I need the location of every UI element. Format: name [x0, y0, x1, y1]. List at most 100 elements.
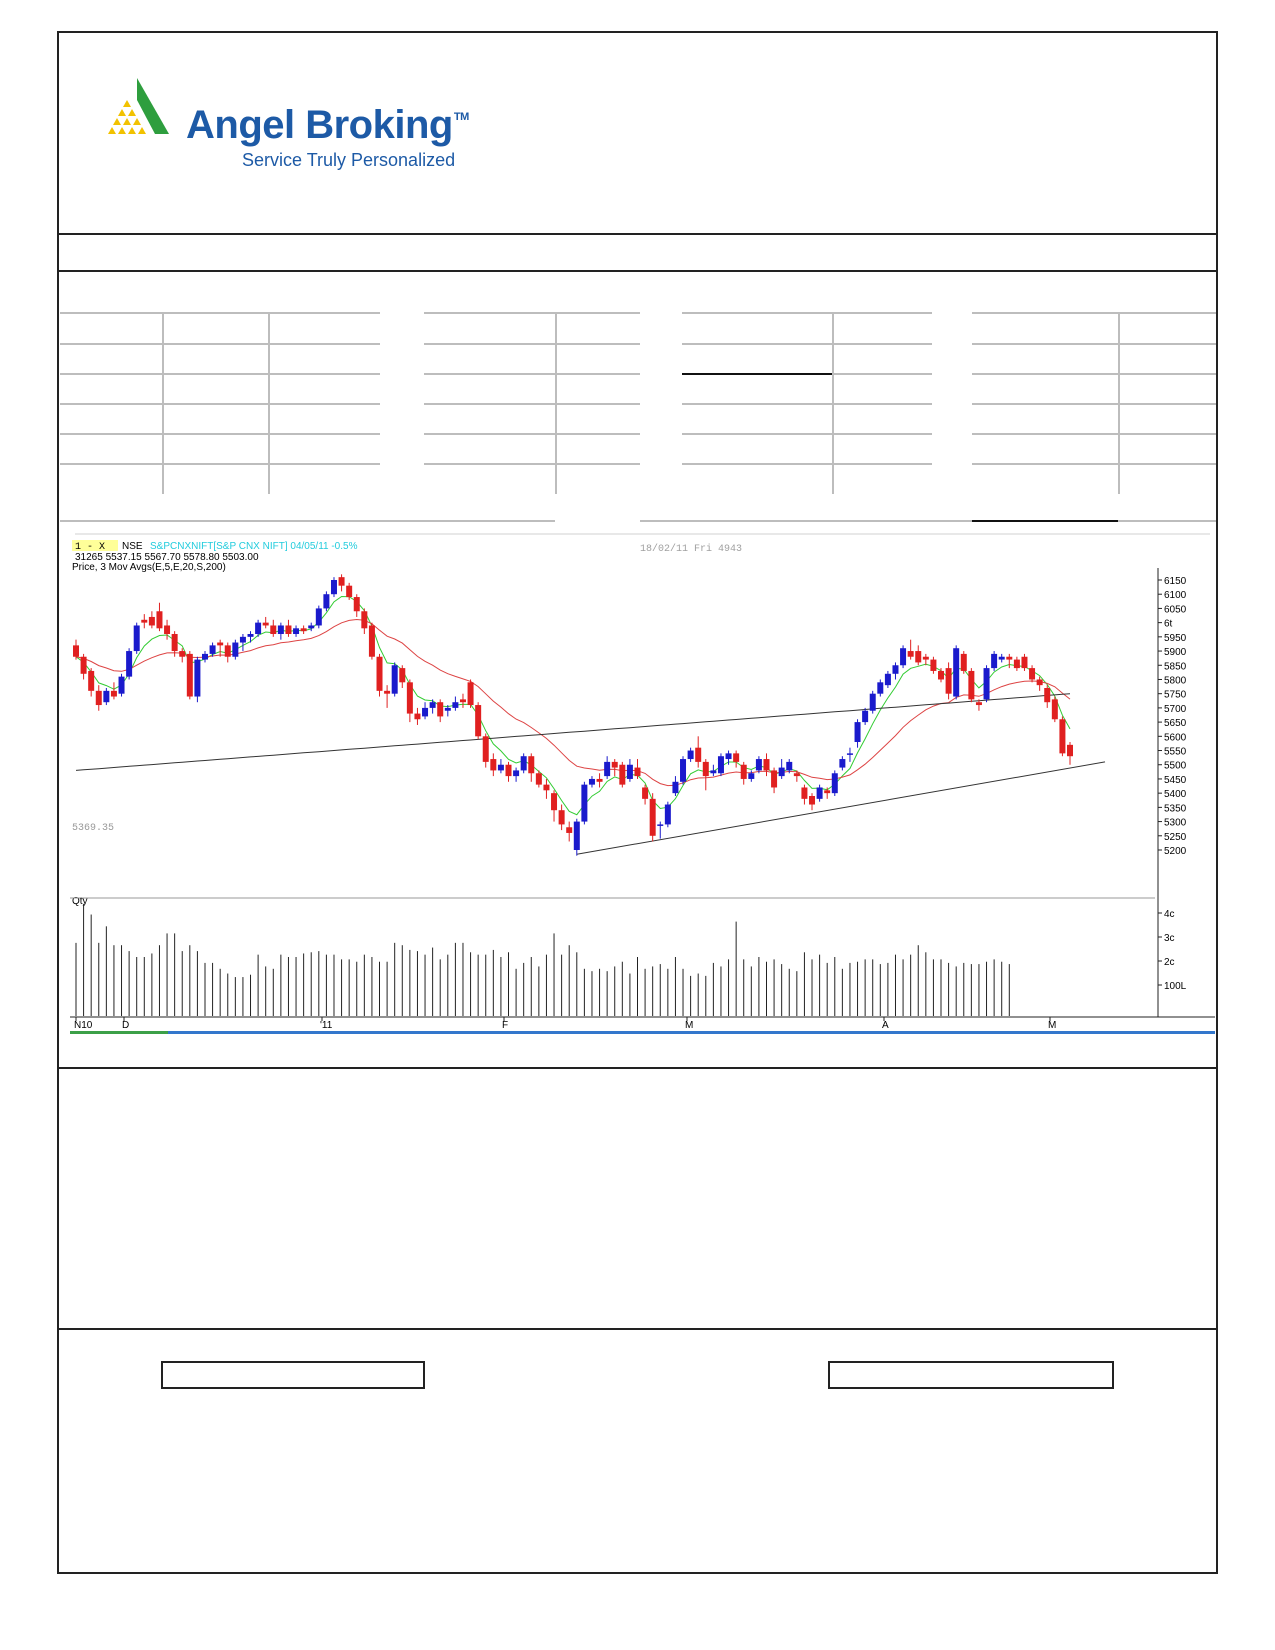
- candle-body: [444, 707, 451, 711]
- candle-body: [186, 653, 193, 697]
- candle-body: [839, 759, 846, 768]
- price-tick-label: 5650: [1164, 718, 1187, 729]
- grid-line: [832, 314, 834, 494]
- candle-body: [535, 773, 542, 785]
- time-tick-label: N10: [74, 1020, 93, 1031]
- candle-body: [422, 707, 429, 717]
- candle-body: [1021, 656, 1028, 669]
- price-tick-label: 6100: [1164, 590, 1187, 601]
- price-tick-label: 6150: [1164, 576, 1187, 587]
- candle-body: [649, 798, 656, 836]
- candle-body: [156, 611, 163, 629]
- candle-body: [725, 753, 732, 760]
- candle-body: [293, 628, 300, 634]
- window-tag: 1 - X: [75, 542, 105, 553]
- candle-body: [118, 676, 125, 694]
- candle-body: [793, 773, 800, 777]
- price-tick-label: 5600: [1164, 732, 1187, 743]
- candle-body: [558, 810, 565, 825]
- candle-body: [983, 668, 990, 700]
- grid-line: [555, 314, 557, 494]
- grid-line: [268, 314, 270, 494]
- volume-tick-label: 100L: [1164, 981, 1187, 992]
- candle-body: [740, 764, 747, 779]
- grid-line: [972, 520, 1118, 522]
- candle-body: [907, 651, 914, 657]
- grid-line: [60, 343, 380, 345]
- candle-body: [224, 645, 231, 657]
- candle-body: [642, 787, 649, 799]
- ohlc-readout: 31265 5537.15 5567.70 5578.80 5503.00: [75, 552, 259, 563]
- candle-body: [816, 787, 823, 799]
- candle-body: [194, 659, 201, 697]
- candle-body: [285, 625, 292, 634]
- candle-body: [80, 656, 87, 674]
- candle-body: [171, 634, 178, 652]
- candle-body: [611, 761, 618, 768]
- grid-line: [424, 403, 640, 405]
- candle-body: [308, 625, 315, 629]
- candle-body: [391, 665, 398, 694]
- price-tick-label: 5250: [1164, 832, 1187, 843]
- candle-body: [922, 656, 929, 660]
- candle-body: [164, 625, 171, 634]
- angel-broking-logo: [108, 78, 169, 134]
- grid-line: [1118, 520, 1216, 522]
- candle-body: [680, 759, 687, 782]
- header-divider: [57, 233, 1218, 235]
- grid-line: [60, 433, 380, 435]
- candle-body: [103, 690, 110, 703]
- candle-body: [406, 682, 413, 714]
- time-tick-label: '11: [320, 1020, 333, 1031]
- grid-line: [682, 312, 932, 314]
- price-tick-label: 6t: [1164, 619, 1173, 630]
- candle-body: [566, 827, 573, 833]
- candle-body: [771, 770, 778, 788]
- candle-body: [695, 747, 702, 762]
- price-tick-label: 6050: [1164, 604, 1187, 615]
- candle-body: [414, 713, 421, 720]
- candle-body: [497, 764, 504, 771]
- candle-body: [262, 622, 269, 626]
- candle-body: [315, 608, 322, 626]
- candle-body: [490, 759, 497, 771]
- volume-tick-label: 4c: [1164, 909, 1175, 920]
- candle-body: [437, 702, 444, 717]
- window-tag-bg: [72, 540, 118, 551]
- candle-body: [513, 770, 520, 777]
- grid-line: [60, 312, 380, 314]
- candle-body: [1013, 659, 1020, 669]
- candle-body: [452, 702, 459, 708]
- candle-body: [1059, 719, 1066, 754]
- candle-body: [528, 756, 535, 774]
- sma-200-line: [75, 693, 1071, 771]
- grid-line: [60, 463, 380, 465]
- candle-body: [884, 673, 891, 686]
- candle-body: [938, 670, 945, 680]
- candle-body: [277, 625, 284, 634]
- candle-body: [543, 784, 550, 791]
- candle-body: [520, 756, 527, 771]
- time-tick-label: M: [1048, 1020, 1056, 1031]
- candle-body: [376, 656, 383, 691]
- exchange-label: NSE: [122, 541, 143, 552]
- candle-body: [232, 642, 239, 657]
- candle-body: [1006, 656, 1013, 660]
- grid-line: [60, 520, 555, 522]
- grid-line: [972, 373, 1216, 375]
- candle-body: [786, 761, 793, 771]
- candle-body: [73, 645, 79, 657]
- candle-body: [953, 648, 960, 697]
- time-tick-label: F: [502, 1020, 508, 1031]
- candle-body: [239, 636, 246, 643]
- candle-body: [900, 648, 907, 666]
- price-tick-label: 5300: [1164, 818, 1187, 829]
- candle-body: [346, 585, 353, 598]
- grid-line: [972, 343, 1216, 345]
- candle-body: [862, 710, 869, 723]
- chart-bottom-divider: [57, 1067, 1218, 1069]
- candle-body: [672, 781, 679, 794]
- candle-body: [619, 764, 626, 785]
- price-tick-label: 5350: [1164, 803, 1187, 814]
- candle-body: [778, 767, 785, 777]
